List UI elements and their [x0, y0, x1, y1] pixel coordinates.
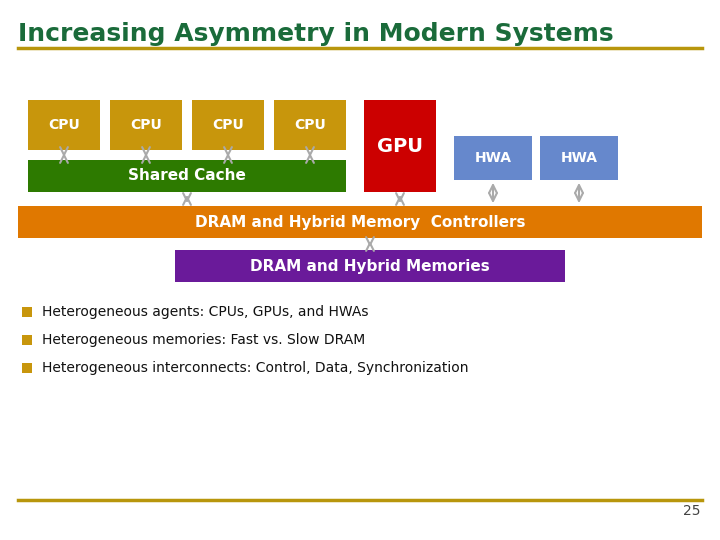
FancyBboxPatch shape: [110, 100, 182, 150]
Text: DRAM and Hybrid Memory  Controllers: DRAM and Hybrid Memory Controllers: [194, 214, 526, 230]
Text: CPU: CPU: [48, 118, 80, 132]
Text: Heterogeneous memories: Fast vs. Slow DRAM: Heterogeneous memories: Fast vs. Slow DR…: [42, 333, 365, 347]
FancyBboxPatch shape: [22, 335, 32, 345]
Text: HWA: HWA: [474, 151, 511, 165]
Text: DRAM and Hybrid Memories: DRAM and Hybrid Memories: [250, 259, 490, 273]
FancyBboxPatch shape: [274, 100, 346, 150]
FancyBboxPatch shape: [175, 250, 565, 282]
Text: Increasing Asymmetry in Modern Systems: Increasing Asymmetry in Modern Systems: [18, 22, 613, 46]
Text: Shared Cache: Shared Cache: [128, 168, 246, 184]
Text: CPU: CPU: [294, 118, 326, 132]
FancyBboxPatch shape: [22, 363, 32, 373]
FancyBboxPatch shape: [28, 160, 346, 192]
FancyBboxPatch shape: [28, 100, 100, 150]
Text: GPU: GPU: [377, 137, 423, 156]
Text: CPU: CPU: [212, 118, 244, 132]
FancyBboxPatch shape: [364, 100, 436, 192]
Text: Heterogeneous interconnects: Control, Data, Synchronization: Heterogeneous interconnects: Control, Da…: [42, 361, 469, 375]
FancyBboxPatch shape: [22, 307, 32, 317]
Text: Heterogeneous agents: CPUs, GPUs, and HWAs: Heterogeneous agents: CPUs, GPUs, and HW…: [42, 305, 369, 319]
FancyBboxPatch shape: [18, 206, 702, 238]
Text: CPU: CPU: [130, 118, 162, 132]
FancyBboxPatch shape: [540, 136, 618, 180]
Text: HWA: HWA: [560, 151, 598, 165]
FancyBboxPatch shape: [192, 100, 264, 150]
Text: 25: 25: [683, 504, 700, 518]
FancyBboxPatch shape: [454, 136, 532, 180]
